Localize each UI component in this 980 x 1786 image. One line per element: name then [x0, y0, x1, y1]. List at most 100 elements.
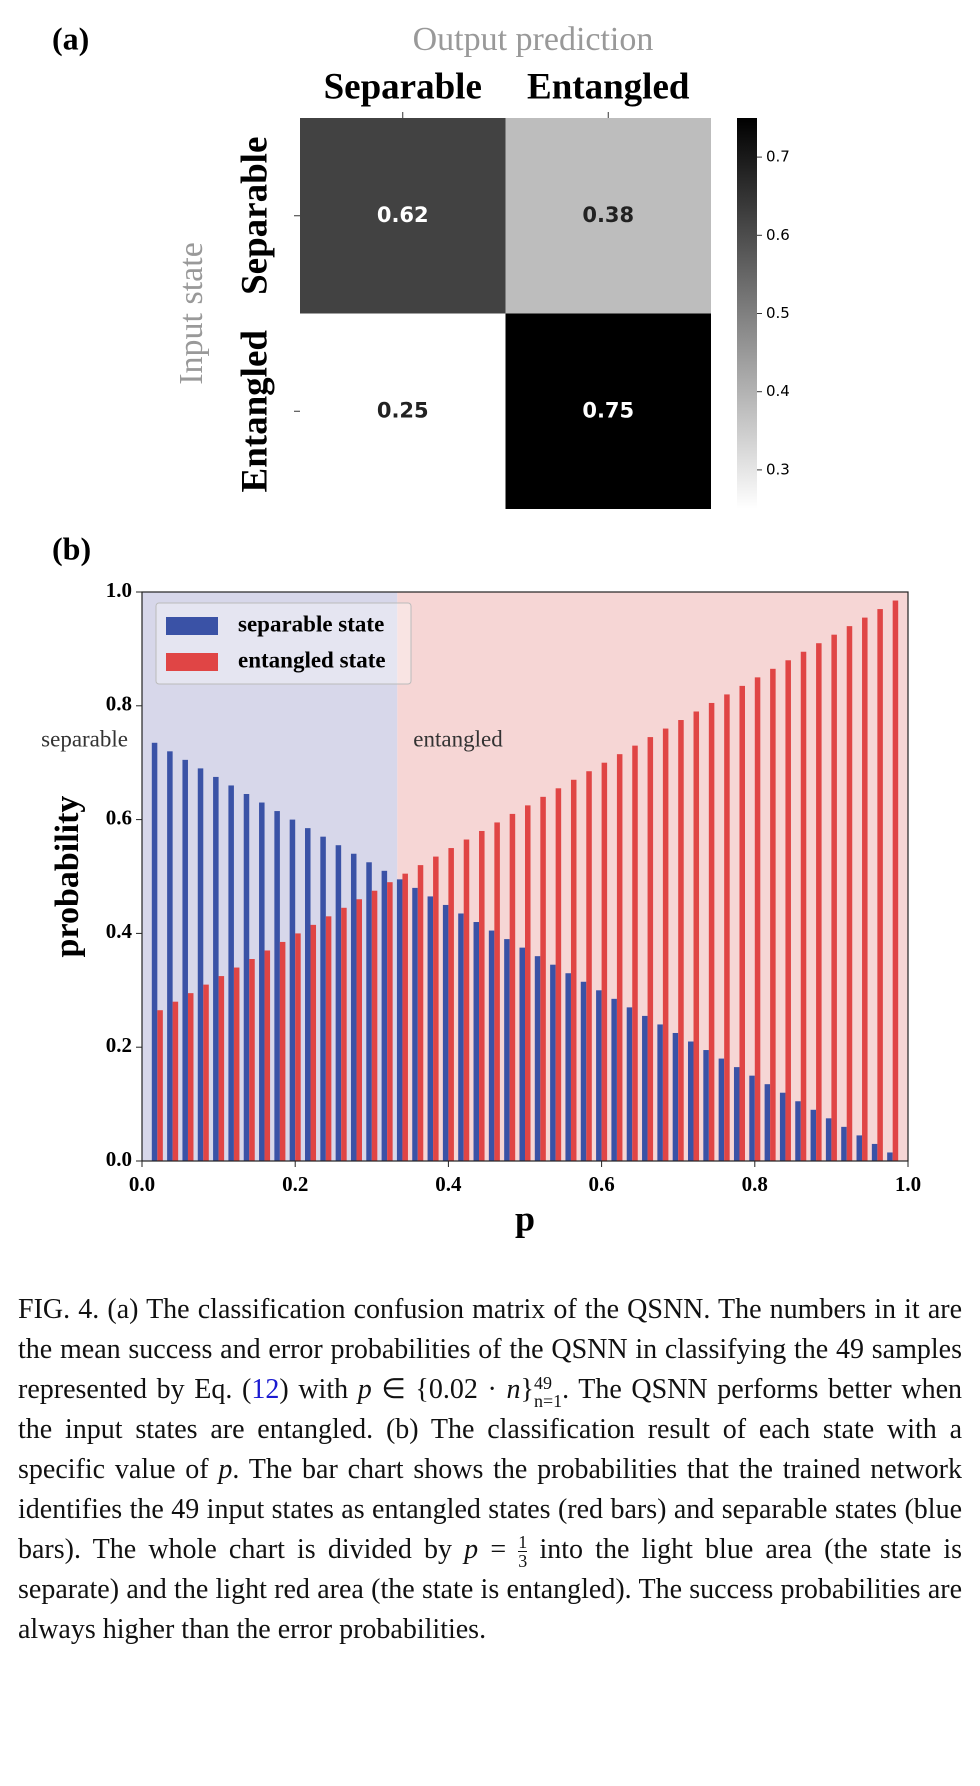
- colorbar-tick-label: 0.3: [766, 460, 790, 478]
- y-axis-label: probability: [49, 796, 86, 958]
- region-label: entangled: [413, 726, 503, 751]
- bar: [611, 998, 617, 1161]
- bar: [396, 879, 403, 1161]
- bar: [366, 862, 372, 1161]
- caption-text: into the light blue area (the state is s…: [18, 1534, 963, 1646]
- bar: [310, 924, 317, 1161]
- bar: [534, 956, 541, 1161]
- colorbar: [737, 118, 757, 509]
- bar: [703, 1050, 709, 1161]
- bar: [739, 685, 745, 1161]
- bar: [770, 668, 776, 1161]
- bar: [795, 1101, 801, 1161]
- bar: [341, 907, 347, 1161]
- x-axis-label: p: [515, 1198, 535, 1238]
- bar: [626, 1007, 633, 1161]
- heatmap-cell: [300, 118, 506, 314]
- bar: [259, 802, 265, 1161]
- bar: [764, 1084, 771, 1161]
- bar: [151, 742, 158, 1161]
- legend-swatch: [166, 617, 218, 635]
- bar: [289, 819, 296, 1161]
- bar: [800, 651, 807, 1161]
- bar: [387, 882, 393, 1161]
- y-tick-label: 0.2: [106, 1033, 132, 1057]
- cell-label: 0.38: [582, 203, 634, 227]
- caption-text: p: [357, 1374, 372, 1405]
- y-tick-label: Entangled: [234, 330, 275, 493]
- bar: [841, 1126, 847, 1161]
- bar: [662, 728, 669, 1161]
- bar: [427, 896, 434, 1161]
- x-tick-label: Separable: [324, 66, 482, 107]
- legend-box: [155, 602, 412, 685]
- caption-text: 1: [518, 1532, 528, 1553]
- bar: [846, 626, 853, 1161]
- caption-text: 3: [518, 1551, 528, 1572]
- y-tick-label: 1.0: [106, 578, 132, 602]
- bar: [264, 950, 271, 1161]
- x-tick-label: 0.0: [129, 1172, 155, 1196]
- bar: [540, 796, 546, 1161]
- x-tick-label: 0.4: [435, 1172, 462, 1196]
- bar: [320, 836, 326, 1161]
- caption-text: ) with: [279, 1374, 358, 1405]
- colorbar-tick-label: 0.6: [766, 226, 790, 244]
- legend-label: separable state: [238, 611, 384, 636]
- caption-text: . The QSNN performs better when the inpu…: [18, 1374, 963, 1485]
- bar: [632, 745, 638, 1161]
- caption-text: n=1: [533, 1390, 563, 1411]
- caption-text: p: [218, 1454, 233, 1485]
- bar: [233, 967, 240, 1161]
- caption-text: p: [464, 1534, 479, 1565]
- legend-label: entangled state: [238, 647, 386, 672]
- bar: [647, 737, 654, 1161]
- bar: [442, 904, 449, 1161]
- bar: [479, 830, 485, 1161]
- bar: [458, 913, 464, 1161]
- bar: [279, 941, 286, 1161]
- bar: [565, 973, 571, 1161]
- bar: [555, 788, 562, 1161]
- bar: [816, 643, 822, 1161]
- caption: FIG. 4. (a) The classification confusion…: [18, 1290, 962, 1650]
- axes-frame: [141, 591, 909, 1162]
- bar: [519, 947, 525, 1161]
- bar: [825, 1118, 832, 1161]
- bar: [580, 981, 587, 1161]
- region-label: separable: [41, 726, 128, 751]
- caption-text: }: [520, 1374, 534, 1405]
- bar: [433, 856, 439, 1161]
- bar: [724, 694, 730, 1161]
- bar: [642, 1015, 648, 1161]
- bar: [509, 813, 516, 1161]
- caption-text: 49: [533, 1372, 552, 1393]
- caption-text: . The bar chart shows the probabilities …: [18, 1454, 962, 1565]
- y-tick-label: 0.6: [106, 805, 132, 829]
- bar: [871, 1143, 878, 1161]
- bar: [172, 1001, 179, 1161]
- bar: [197, 768, 204, 1161]
- panel-label: (b): [52, 530, 91, 566]
- legend-swatch: [166, 653, 218, 671]
- bar: [616, 754, 623, 1161]
- bar: [688, 1041, 694, 1161]
- bar: [525, 805, 531, 1161]
- x-tick-label: 0.2: [282, 1172, 308, 1196]
- figure: (a) Output prediction Input state Separable…: [41, 20, 921, 1238]
- bar: [678, 720, 684, 1161]
- bar: [203, 984, 209, 1161]
- chart-title: Output prediction: [413, 21, 654, 58]
- bar: [356, 899, 362, 1161]
- bar: [672, 1032, 679, 1161]
- bar: [417, 865, 424, 1161]
- bar: [371, 890, 378, 1161]
- x-tick-label: 1.0: [895, 1172, 921, 1196]
- caption-text[interactable]: 12: [251, 1374, 280, 1405]
- bar: [488, 930, 495, 1161]
- y-tick-label: 0.0: [106, 1147, 132, 1171]
- heatmap-cell: [505, 313, 711, 509]
- bar: [877, 609, 883, 1161]
- bar: [167, 751, 173, 1161]
